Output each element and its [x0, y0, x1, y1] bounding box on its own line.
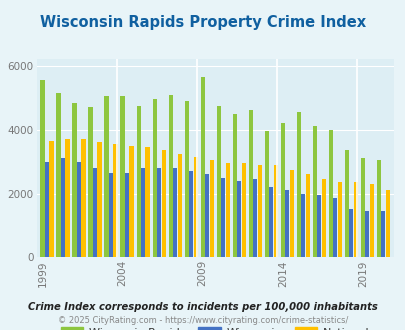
Bar — [93, 168, 97, 257]
Bar — [184, 101, 188, 257]
Bar — [65, 139, 69, 257]
Bar — [61, 158, 65, 257]
Text: © 2025 CityRating.com - https://www.cityrating.com/crime-statistics/: © 2025 CityRating.com - https://www.city… — [58, 316, 347, 325]
Bar — [284, 190, 289, 257]
Bar — [280, 123, 284, 257]
Bar — [72, 103, 77, 257]
Bar — [216, 106, 220, 257]
Bar — [273, 165, 277, 257]
Text: Wisconsin Rapids Property Crime Index: Wisconsin Rapids Property Crime Index — [40, 15, 365, 30]
Bar — [296, 112, 300, 257]
Bar — [360, 158, 364, 257]
Bar — [337, 182, 341, 257]
Bar — [81, 139, 85, 257]
Bar — [364, 211, 369, 257]
Bar — [205, 174, 209, 257]
Bar — [109, 173, 113, 257]
Bar — [248, 111, 252, 257]
Bar — [269, 187, 273, 257]
Bar — [257, 165, 261, 257]
Bar — [209, 160, 213, 257]
Bar — [157, 168, 161, 257]
Bar — [348, 210, 353, 257]
Bar — [40, 80, 45, 257]
Bar — [237, 181, 241, 257]
Bar — [77, 162, 81, 257]
Bar — [385, 190, 389, 257]
Bar — [177, 153, 181, 257]
Bar — [120, 96, 124, 257]
Bar — [173, 168, 177, 257]
Bar — [301, 193, 305, 257]
Bar — [193, 157, 197, 257]
Bar — [221, 178, 225, 257]
Bar — [141, 168, 145, 257]
Bar — [88, 107, 92, 257]
Bar — [305, 174, 309, 257]
Bar — [125, 173, 129, 257]
Bar — [145, 147, 149, 257]
Bar — [344, 150, 348, 257]
Bar — [189, 171, 193, 257]
Bar — [104, 96, 109, 257]
Bar — [168, 94, 172, 257]
Bar — [241, 163, 245, 257]
Bar — [152, 99, 156, 257]
Bar — [232, 114, 236, 257]
Bar — [380, 211, 384, 257]
Bar — [129, 146, 133, 257]
Bar — [353, 182, 357, 257]
Bar — [161, 150, 165, 257]
Bar — [200, 77, 204, 257]
Bar — [316, 195, 321, 257]
Bar — [312, 126, 316, 257]
Bar — [328, 130, 332, 257]
Text: Crime Index corresponds to incidents per 100,000 inhabitants: Crime Index corresponds to incidents per… — [28, 302, 377, 312]
Bar — [369, 184, 373, 257]
Bar — [264, 131, 268, 257]
Bar — [253, 179, 257, 257]
Bar — [97, 143, 101, 257]
Bar — [113, 144, 117, 257]
Bar — [333, 198, 337, 257]
Legend: Wisconsin Rapids, Wisconsin, National: Wisconsin Rapids, Wisconsin, National — [56, 322, 373, 330]
Bar — [45, 162, 49, 257]
Bar — [56, 93, 60, 257]
Bar — [321, 179, 325, 257]
Bar — [289, 170, 293, 257]
Bar — [136, 106, 141, 257]
Bar — [225, 163, 229, 257]
Bar — [376, 160, 380, 257]
Bar — [49, 141, 53, 257]
